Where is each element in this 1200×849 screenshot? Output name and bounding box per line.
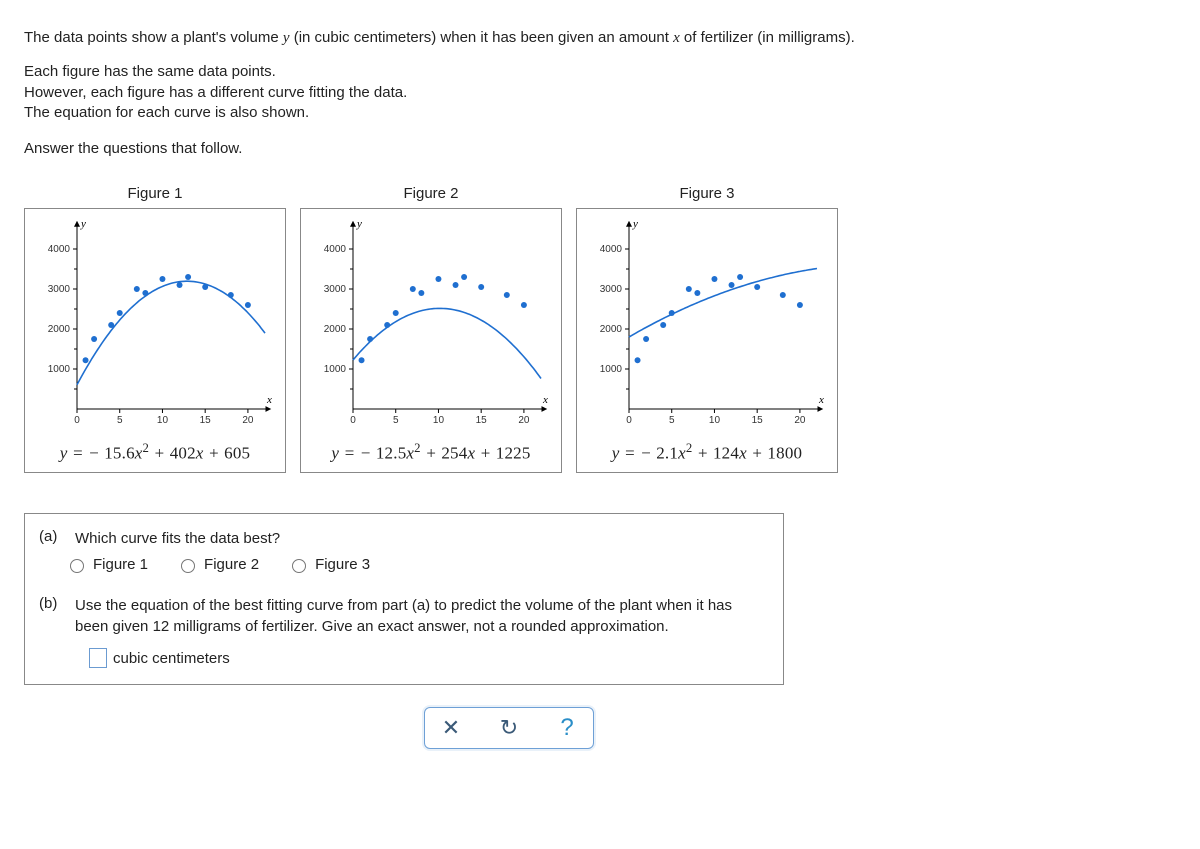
svg-text:1000: 1000 xyxy=(48,364,71,375)
svg-text:20: 20 xyxy=(242,415,254,426)
svg-text:0: 0 xyxy=(626,415,632,426)
svg-text:4000: 4000 xyxy=(600,244,623,255)
svg-text:20: 20 xyxy=(518,415,530,426)
chart-svg: x y 0 5 10 15 20 1000 2000 3000 4000 xyxy=(311,215,551,435)
svg-text:x: x xyxy=(818,394,824,406)
svg-text:4000: 4000 xyxy=(324,244,347,255)
svg-text:20: 20 xyxy=(794,415,806,426)
svg-text:15: 15 xyxy=(476,415,488,426)
svg-text:1000: 1000 xyxy=(324,364,347,375)
part-b-answer-row: cubic centimeters xyxy=(89,648,769,668)
help-icon[interactable]: ? xyxy=(551,714,583,742)
svg-text:3000: 3000 xyxy=(324,284,347,295)
svg-text:y: y xyxy=(632,218,638,230)
svg-text:3000: 3000 xyxy=(48,284,71,295)
figure-box: x y 0 5 10 15 20 1000 2000 3000 4000 y = − 12.5x2 … xyxy=(300,208,562,473)
figure-panel-2: Figure 2 x y 0 5 10 15 20 1000 2000 3000 4000 y = … xyxy=(300,185,562,473)
svg-text:2000: 2000 xyxy=(600,324,623,335)
figure-panel-1: Figure 1 x y 0 5 10 15 20 1000 2000 3000 4000 y = … xyxy=(24,185,286,473)
svg-text:x: x xyxy=(542,394,548,406)
svg-text:0: 0 xyxy=(350,415,356,426)
part-a-options: Figure 1 Figure 2 Figure 3 xyxy=(65,556,769,577)
svg-text:y: y xyxy=(356,218,362,230)
svg-text:2000: 2000 xyxy=(48,324,71,335)
figure-equation: y = − 2.1x2 + 124x + 1800 xyxy=(583,441,831,464)
action-toolbar: ✕ ↻ ? xyxy=(424,707,594,749)
svg-text:5: 5 xyxy=(393,415,399,426)
intro-text: The data points show a plant's volume y … xyxy=(24,28,1176,159)
figure-box: x y 0 5 10 15 20 1000 2000 3000 4000 y = − 2.1x2 +… xyxy=(576,208,838,473)
svg-text:5: 5 xyxy=(669,415,675,426)
part-a-label: (a) xyxy=(39,528,65,550)
chart-svg: x y 0 5 10 15 20 1000 2000 3000 4000 xyxy=(587,215,827,435)
svg-text:x: x xyxy=(266,394,272,406)
intro-line-4: The equation for each curve is also show… xyxy=(24,103,1176,123)
option-3[interactable]: Figure 3 xyxy=(287,556,370,573)
figure-equation: y = − 15.6x2 + 402x + 605 xyxy=(31,441,279,464)
answer-unit: cubic centimeters xyxy=(113,650,230,667)
figure-title: Figure 3 xyxy=(576,185,838,202)
chart-svg: x y 0 5 10 15 20 1000 2000 3000 4000 xyxy=(35,215,275,435)
option-label: Figure 1 xyxy=(93,556,148,573)
figure-box: x y 0 5 10 15 20 1000 2000 3000 4000 y = − 15.6x2 … xyxy=(24,208,286,473)
answer-input[interactable] xyxy=(89,648,107,668)
intro-line-1: The data points show a plant's volume y … xyxy=(24,28,1176,48)
svg-text:15: 15 xyxy=(200,415,212,426)
option-1[interactable]: Figure 1 xyxy=(65,556,148,573)
figures-row: Figure 1 xy051015201000200030004000 y = … xyxy=(24,185,1176,473)
svg-text:0: 0 xyxy=(74,415,80,426)
svg-text:y: y xyxy=(80,218,86,230)
svg-text:15: 15 xyxy=(752,415,764,426)
close-icon[interactable]: ✕ xyxy=(435,714,467,742)
figure-title: Figure 2 xyxy=(300,185,562,202)
svg-text:3000: 3000 xyxy=(600,284,623,295)
reset-icon[interactable]: ↻ xyxy=(493,714,525,742)
part-b-text: Use the equation of the best fitting cur… xyxy=(75,595,769,639)
intro-line-5: Answer the questions that follow. xyxy=(24,139,1176,159)
intro-line-3: However, each figure has a different cur… xyxy=(24,83,1176,103)
figure-equation: y = − 12.5x2 + 254x + 1225 xyxy=(307,441,555,464)
option-2[interactable]: Figure 2 xyxy=(176,556,259,573)
option-radio-1[interactable] xyxy=(70,559,84,573)
svg-text:10: 10 xyxy=(709,415,721,426)
svg-text:2000: 2000 xyxy=(324,324,347,335)
figure-title: Figure 1 xyxy=(24,185,286,202)
svg-text:1000: 1000 xyxy=(600,364,623,375)
svg-text:10: 10 xyxy=(157,415,169,426)
option-radio-2[interactable] xyxy=(181,559,195,573)
option-label: Figure 2 xyxy=(204,556,259,573)
part-a-text: Which curve fits the data best? xyxy=(75,528,769,550)
part-b-label: (b) xyxy=(39,595,65,639)
svg-text:5: 5 xyxy=(117,415,123,426)
figure-panel-3: Figure 3 x y 0 5 10 15 20 1000 2000 3000 4000 y = … xyxy=(576,185,838,473)
option-radio-3[interactable] xyxy=(292,559,306,573)
option-label: Figure 3 xyxy=(315,556,370,573)
intro-line-2: Each figure has the same data points. xyxy=(24,62,1176,82)
svg-text:10: 10 xyxy=(433,415,445,426)
question-box: (a) Which curve fits the data best? Figu… xyxy=(24,513,784,685)
svg-text:4000: 4000 xyxy=(48,244,71,255)
